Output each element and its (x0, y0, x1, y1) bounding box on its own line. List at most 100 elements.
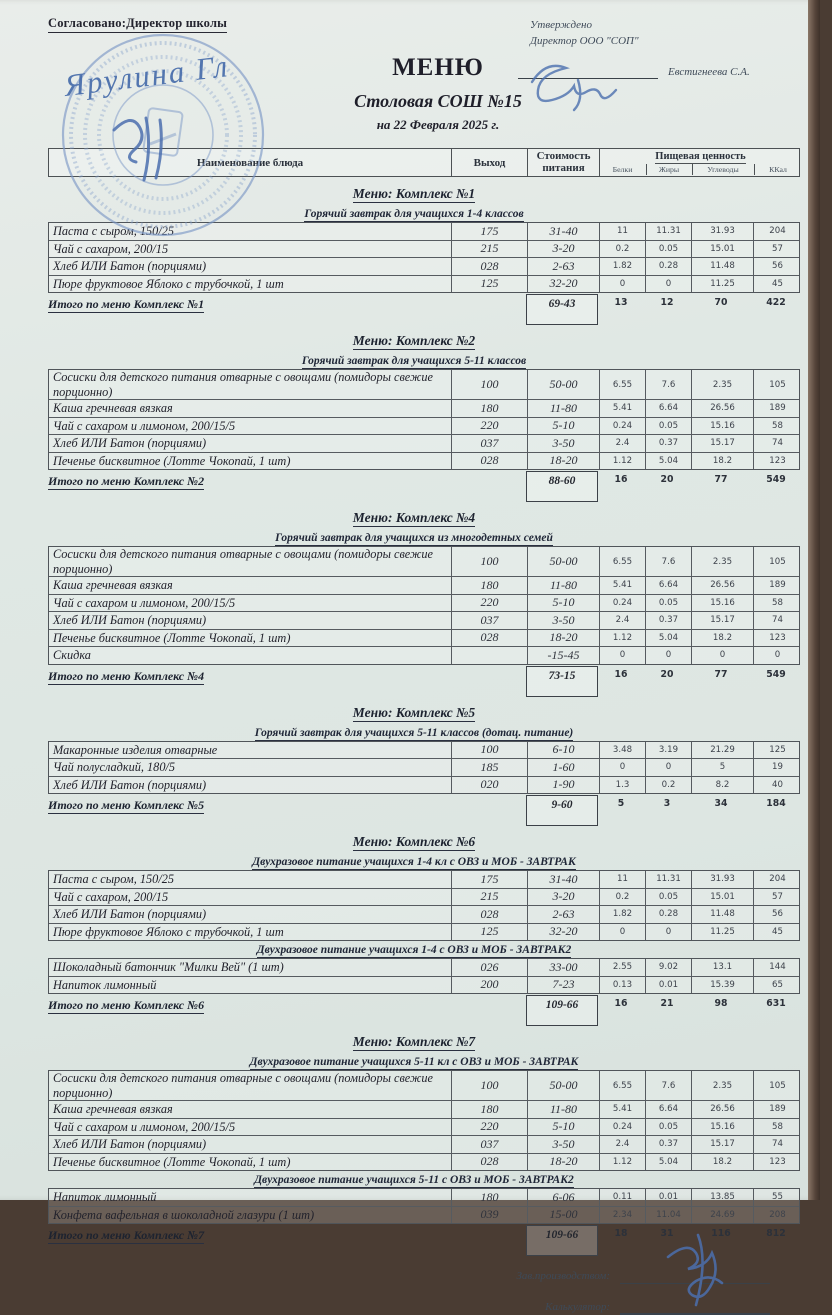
menu-row: Напиток лимонный 200 7-23 0.13 0.01 15.39 65 (49, 975, 801, 994)
scan-edge-shadow (808, 0, 820, 1200)
kcal-cell: 74 (753, 1136, 801, 1153)
fat-cell: 6.64 (645, 577, 691, 594)
kcal-cell: 105 (753, 1071, 801, 1101)
cost-cell: 5-10 (527, 1118, 599, 1136)
kcal-cell: 45 (753, 923, 801, 941)
menu-row: Каша гречневая вязкая 180 11-80 5.41 6.64 26.… (49, 576, 799, 594)
calculator-signature-line (620, 1299, 770, 1315)
stamp-signature-scribble-icon (112, 116, 163, 182)
menu-row: Печенье бисквитное (Лотте Чокопай, 1 шт)… (49, 628, 799, 647)
menu-row: Хлеб ИЛИ Батон (порциями) 028 2-63 1.82 0.28… (49, 257, 799, 275)
kcal-cell: 58 (753, 1118, 801, 1136)
kcal-cell: 189 (753, 1101, 801, 1118)
carbs-cell: 21.29 (691, 741, 753, 759)
cost-cell: 31-40 (527, 223, 599, 240)
approved-line2: Директор ООО "СОП" (530, 34, 639, 47)
total-cost-box: 109-66 (526, 995, 598, 1027)
kcal-cell: 189 (753, 400, 801, 417)
dish-name-cell: Шоколадный батончик "Милки Вей" (1 шт) (53, 960, 284, 975)
total-kcal: 184 (766, 798, 786, 810)
menu-table: Сосиски для детского питания отварные с … (48, 546, 800, 665)
col-header-cost: Стоимость питания (527, 149, 599, 177)
protein-cell: 11 (599, 871, 645, 888)
dish-name-cell: Напиток лимонный (53, 977, 157, 992)
total-kcal: 549 (766, 474, 786, 486)
total-protein: 16 (614, 998, 628, 1010)
complex-total-row: Итого по меню Комплекс №1 69-43 13 12 70 422 (48, 294, 800, 326)
dish-name-cell: Каша гречневая вязкая (53, 1102, 173, 1117)
nutrition-subheaders: Белки Жиры Углеводы ККал (600, 164, 802, 176)
approved-line1: Утверждено (530, 19, 592, 31)
dish-name-cell: Хлеб ИЛИ Батон (порциями) (53, 777, 207, 792)
output-cell: 028 (451, 629, 527, 647)
total-protein: 16 (614, 668, 628, 680)
menu-complexes: Меню: Комплекс №1 Горячий завтрак для уча… (48, 186, 801, 1257)
output-cell: 100 (451, 370, 527, 400)
output-cell: 100 (451, 1071, 527, 1101)
total-label-text: Итого по меню Комплекс №6 (48, 998, 205, 1015)
menu-table: Напиток лимонный 180 6-06 0.11 0.01 13.85 55 Ко… (48, 1188, 801, 1225)
dish-name-cell: Паста с сыром, 150/25 (53, 872, 175, 887)
complex-title: Меню: Комплекс №1 (28, 186, 800, 204)
cost-cell: 6-06 (527, 1189, 599, 1206)
fat-cell: 11.31 (645, 871, 691, 888)
fat-cell: 5.04 (645, 629, 691, 647)
section-subtitle-text: Горячий завтрак для учащихся из многодет… (275, 532, 553, 547)
kcal-cell: 55 (753, 1189, 801, 1206)
output-cell: 180 (451, 1189, 527, 1206)
cost-cell: 3-50 (527, 612, 599, 629)
cost-cell: 50-00 (527, 1071, 599, 1101)
kcal-cell: 57 (753, 240, 801, 258)
menu-row: Чай с сахаром и лимоном, 200/15/5 220 5-10… (49, 416, 799, 435)
carbs-cell: 18.2 (691, 452, 753, 470)
section-subtitle: Горячий завтрак для учащихся из многодет… (28, 532, 800, 547)
school-stamp-icon (61, 33, 265, 237)
complex-title: Меню: Комплекс №4 (28, 510, 800, 528)
section-subtitle: Двухразовое питание учащихся 5-11 кл с О… (28, 1056, 800, 1071)
carbs-cell: 31.93 (691, 223, 753, 240)
menu-row: Хлеб ИЛИ Батон (порциями) 028 2-63 1.82 0.28… (49, 905, 799, 923)
manager-signature-line (620, 1233, 770, 1307)
fat-cell: 11.04 (645, 1206, 691, 1224)
section-subtitle: Горячий завтрак для учащихся 1-4 классов (28, 208, 800, 223)
kcal-cell: 105 (753, 370, 801, 400)
dish-name-cell: Каша гречневая вязкая (53, 401, 173, 416)
fat-cell: 0.37 (645, 435, 691, 452)
menu-complex: Меню: Комплекс №2 Горячий завтрак для уча… (48, 333, 801, 503)
protein-cell: 2.4 (599, 435, 645, 452)
carbs-cell: 5 (691, 759, 753, 776)
fat-cell: 7.6 (645, 547, 691, 577)
dish-name-cell: Сосиски для детского питания отварные с … (53, 547, 434, 576)
section-subtitle-text: Двухразовое питание учащихся 1-4 с ОВЗ и… (256, 944, 572, 959)
protein-cell: 0.2 (599, 888, 645, 906)
kcal-cell: 57 (753, 888, 801, 906)
protein-cell: 0.13 (599, 976, 645, 994)
section-subtitle: Двухразовое питание учащихся 5-11 с ОВЗ … (28, 1174, 800, 1189)
complex-title-text: Меню: Комплекс №4 (352, 510, 476, 528)
fat-cell: 0.2 (645, 776, 691, 794)
output-cell: 220 (451, 1118, 527, 1136)
carbs-cell: 11.25 (691, 923, 753, 941)
section-subtitle: Горячий завтрак для учащихся 5-11 классо… (28, 355, 800, 370)
document-header: Согласовано:Директор школы Ярулина Гл Ут… (48, 14, 800, 237)
menu-complex: Меню: Комплекс №5 Горячий завтрак для уча… (48, 704, 801, 827)
protein-cell: 1.82 (599, 906, 645, 923)
protein-cell: 5.41 (599, 577, 645, 594)
section-subtitle-text: Двухразовое питание учащихся 1-4 кл с ОВ… (252, 856, 576, 871)
carbs-cell: 13.85 (691, 1189, 753, 1206)
kcal-cell: 65 (753, 976, 801, 994)
total-carbs: 98 (714, 998, 728, 1010)
carbs-cell: 11.48 (691, 258, 753, 275)
carbs-cell: 15.17 (691, 1136, 753, 1153)
fat-cell: 5.04 (645, 452, 691, 470)
protein-cell: 2.4 (599, 612, 645, 629)
menu-row: Хлеб ИЛИ Батон (порциями) 037 3-50 2.4 0.37 1… (49, 434, 799, 452)
cost-cell: 3-50 (527, 435, 599, 452)
kcal-cell: 40 (753, 776, 801, 794)
protein-cell: 6.55 (599, 370, 645, 400)
director-signature-icon (530, 64, 618, 112)
menu-row: Сосиски для детского питания отварные с … (49, 370, 801, 400)
menu-complex: Меню: Комплекс №4 Горячий завтрак для уча… (48, 510, 800, 697)
output-cell: 028 (451, 906, 527, 923)
cost-cell: 18-20 (527, 629, 599, 647)
